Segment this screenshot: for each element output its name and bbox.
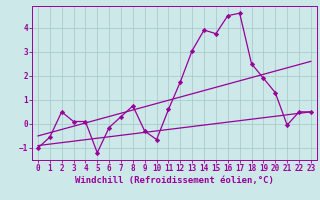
X-axis label: Windchill (Refroidissement éolien,°C): Windchill (Refroidissement éolien,°C) (75, 176, 274, 185)
